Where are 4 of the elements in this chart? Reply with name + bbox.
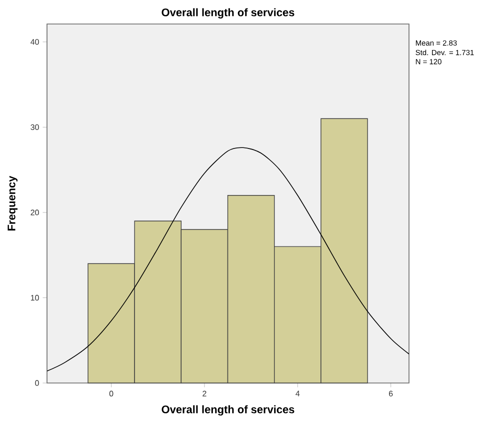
chart-title: Overall length of services — [162, 8, 294, 19]
x-axis-title: Overall length of services — [162, 405, 294, 416]
line-series — [47, 147, 409, 372]
y-axis-title: Frequency — [8, 176, 18, 230]
